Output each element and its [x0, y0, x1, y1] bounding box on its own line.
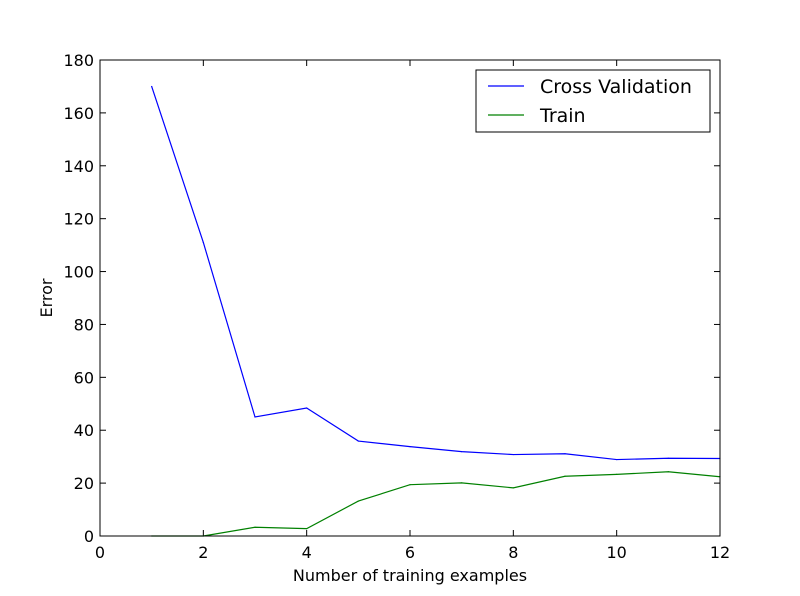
- y-tick-label: 140: [63, 157, 94, 176]
- data-point-train: [306, 527, 308, 530]
- y-tick-label: 120: [63, 210, 94, 229]
- y-axis-label: Error: [37, 278, 56, 317]
- data-point-train: [564, 475, 566, 477]
- legend-label-cross-validation: Cross Validation: [540, 76, 692, 98]
- x-tick-label: 12: [710, 543, 730, 562]
- plot-frame: [99, 59, 721, 537]
- y-tick-label: 40: [74, 421, 94, 440]
- x-tick-label: 0: [95, 543, 105, 562]
- data-point-cross-validation: [564, 453, 566, 455]
- data-point-train: [461, 482, 463, 484]
- data-point-cross-validation: [512, 453, 514, 456]
- data-point-cross-validation: [306, 407, 308, 409]
- x-axis-label: Number of training examples: [293, 566, 527, 585]
- y-tick-label: 0: [84, 527, 94, 546]
- data-point-cross-validation: [254, 416, 256, 418]
- data-point-train: [667, 471, 669, 473]
- x-tick-label: 10: [606, 543, 626, 562]
- y-tick-label: 180: [63, 51, 94, 70]
- data-point-cross-validation: [151, 85, 153, 88]
- legend: Cross Validation Train: [475, 69, 711, 133]
- data-point-train: [357, 500, 359, 502]
- x-tick-label: 6: [405, 543, 415, 562]
- data-point-train: [512, 487, 514, 489]
- data-point-cross-validation: [357, 440, 359, 442]
- data-point-cross-validation: [667, 457, 669, 459]
- data-point-cross-validation: [409, 446, 411, 448]
- x-tick-label: 4: [302, 543, 312, 562]
- x-tick-label: 2: [198, 543, 208, 562]
- x-tick-label: 8: [508, 543, 518, 562]
- y-tick-label: 100: [63, 263, 94, 282]
- data-point-cross-validation: [202, 241, 204, 244]
- y-tick-label: 80: [74, 315, 94, 334]
- data-point-cross-validation: [616, 458, 618, 461]
- legend-label-train: Train: [539, 105, 586, 127]
- data-point-train: [254, 526, 256, 528]
- y-tick-label: 60: [74, 368, 94, 387]
- lines-layer: [151, 85, 721, 537]
- legend-box: [475, 69, 711, 133]
- data-point-train: [409, 484, 411, 486]
- series-line-train: [151, 471, 721, 537]
- y-tick-label: 20: [74, 474, 94, 493]
- data-point-cross-validation: [461, 451, 463, 453]
- data-point-train: [616, 473, 618, 475]
- series-line-cross-validation: [151, 86, 721, 461]
- y-tick-label: 160: [63, 104, 94, 123]
